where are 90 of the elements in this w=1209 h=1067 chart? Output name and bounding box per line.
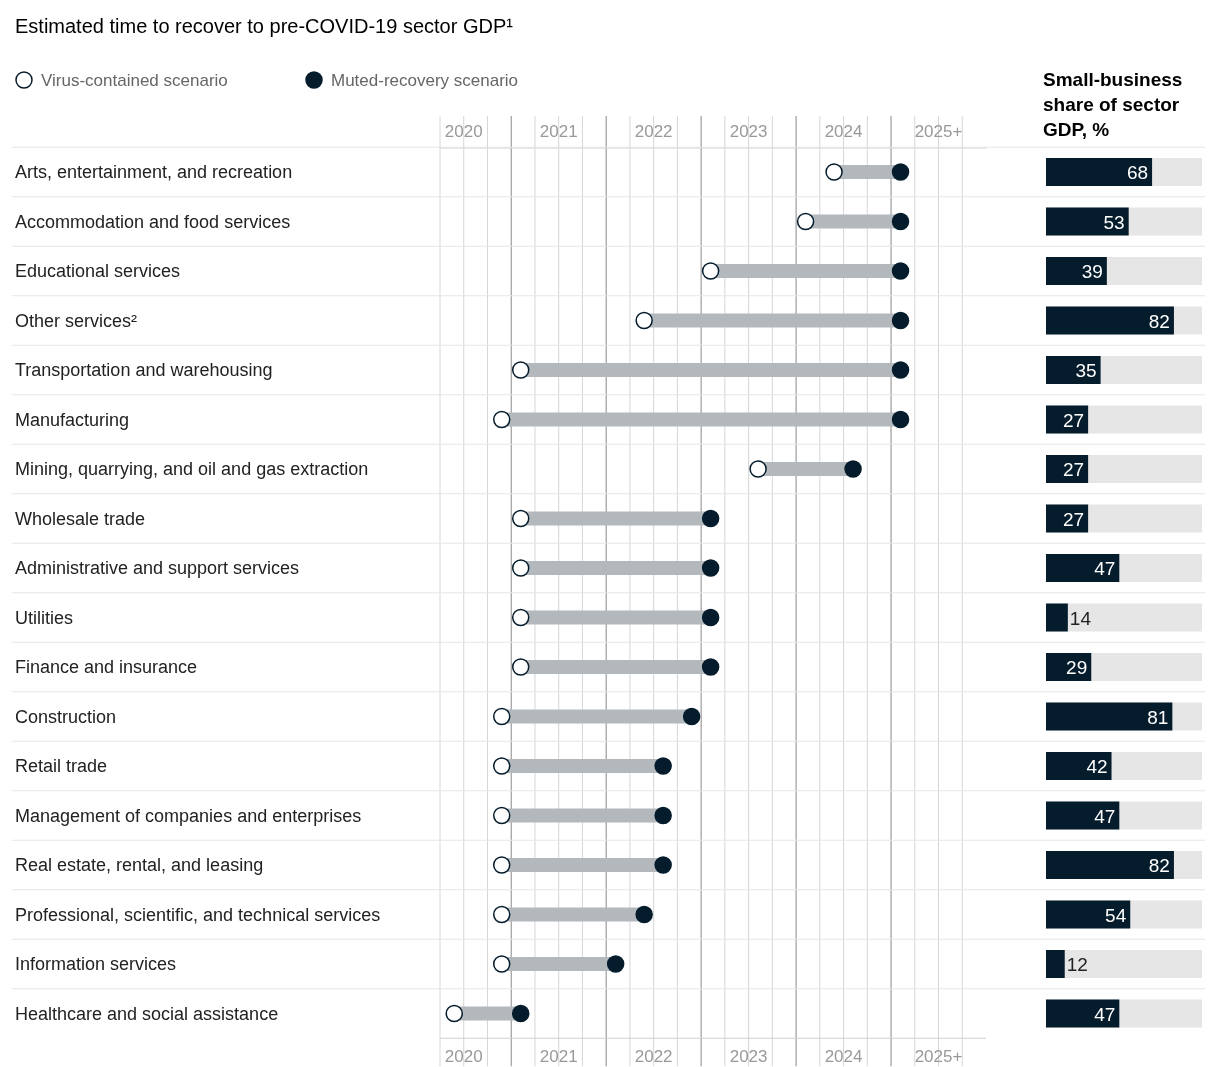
chart-title: Small-business share of sector GDP, % <box>1043 69 1183 140</box>
point <box>492 806 511 825</box>
y-tick-label: Professional, scientific, and technical services <box>15 904 381 925</box>
data-label: 47 <box>1094 805 1116 827</box>
x-tick-label: 2021 <box>539 122 578 141</box>
x-tick-label: 2023 <box>729 122 768 141</box>
data-label: 14 <box>1069 607 1092 629</box>
point <box>701 509 720 528</box>
data-label: 29 <box>1066 657 1088 678</box>
data-label: 42 <box>1086 756 1108 777</box>
bar <box>1046 603 1068 632</box>
bar <box>1046 950 1065 978</box>
x2-tick-label: 2022 <box>634 1047 673 1066</box>
point <box>701 658 720 676</box>
point <box>445 1004 463 1023</box>
legend-label: Virus-contained scenario <box>41 71 228 90</box>
point <box>825 163 843 181</box>
data-label: 53 <box>1103 211 1125 233</box>
y-tick-label: Finance and insurance <box>15 657 198 677</box>
point <box>891 361 910 379</box>
point <box>511 559 530 577</box>
point <box>511 509 530 528</box>
point <box>844 460 862 478</box>
y-tick-label: Transportation and warehousing <box>15 360 273 380</box>
data-label: 82 <box>1148 310 1170 332</box>
point <box>492 955 511 973</box>
point <box>492 707 511 726</box>
point <box>891 212 910 231</box>
x2-tick-label: 2021 <box>539 1047 578 1066</box>
data-label: 47 <box>1094 558 1116 579</box>
y-tick-label: Other services² <box>15 310 138 331</box>
data-label: 81 <box>1147 706 1169 728</box>
data-label: 27 <box>1062 459 1085 480</box>
x-tick-label: 2025+ <box>914 122 963 141</box>
x2-tick-label: 2023 <box>729 1047 768 1066</box>
point <box>511 608 530 627</box>
x-tick-label: 2024 <box>824 122 863 141</box>
point <box>492 757 511 775</box>
y-tick-label: Mining, quarrying, and oil and gas extraction <box>15 459 369 479</box>
point <box>891 410 910 429</box>
point <box>511 361 530 379</box>
x-tick-label: 2020 <box>444 122 483 141</box>
x2-tick-label: 2025+ <box>914 1047 963 1066</box>
point <box>511 658 530 676</box>
point <box>749 460 767 478</box>
y-tick-label: Healthcare and social assistance <box>15 1003 279 1024</box>
point <box>635 311 653 330</box>
y-tick-label: Administrative and support services <box>15 558 300 578</box>
point <box>635 905 653 924</box>
y-tick-label: Arts, entertainment, and recreation <box>15 162 293 182</box>
point <box>701 262 720 280</box>
data-label: 27 <box>1062 409 1085 431</box>
legend-label: Muted-recovery scenario <box>331 71 519 90</box>
y-tick-label: Utilities <box>15 607 74 628</box>
y-tick-label: Manufacturing <box>15 409 130 430</box>
point <box>891 163 910 181</box>
data-label: 39 <box>1081 261 1103 282</box>
data-label: 35 <box>1075 360 1097 381</box>
point <box>606 955 625 973</box>
y-tick-label: Wholesale trade <box>15 508 146 529</box>
point <box>796 212 815 231</box>
point <box>891 262 910 280</box>
point <box>654 856 672 874</box>
data-label: 47 <box>1094 1003 1116 1025</box>
x2-tick-label: 2020 <box>444 1047 483 1066</box>
x-tick-label: 2022 <box>634 122 673 141</box>
y-tick-label: Construction <box>15 706 117 727</box>
point <box>891 311 910 330</box>
text: Estimated time to recover to pre-COVID-19 sector GDP¹ <box>15 15 514 37</box>
y-tick-label: Management of companies and enterprises <box>15 805 362 826</box>
y-tick-label: Information services <box>15 954 177 974</box>
y-tick-label: Accommodation and food services <box>15 211 291 232</box>
y-tick-label: Educational services <box>15 261 181 281</box>
point <box>682 707 701 726</box>
point <box>492 856 511 874</box>
point <box>511 1004 530 1023</box>
data-label: 68 <box>1126 162 1149 183</box>
point <box>701 608 720 627</box>
data-label: 12 <box>1066 954 1088 975</box>
y-tick-label: Retail trade <box>15 756 108 776</box>
x2-tick-label: 2024 <box>824 1047 863 1066</box>
data-label: 27 <box>1062 508 1085 530</box>
point <box>701 559 720 577</box>
point <box>492 905 511 924</box>
point <box>654 757 672 775</box>
y-tick-label: Real estate, rental, and leasing <box>15 855 264 875</box>
point <box>654 806 672 825</box>
data-label: 82 <box>1148 855 1170 876</box>
point <box>492 410 511 429</box>
data-label: 54 <box>1105 904 1127 926</box>
